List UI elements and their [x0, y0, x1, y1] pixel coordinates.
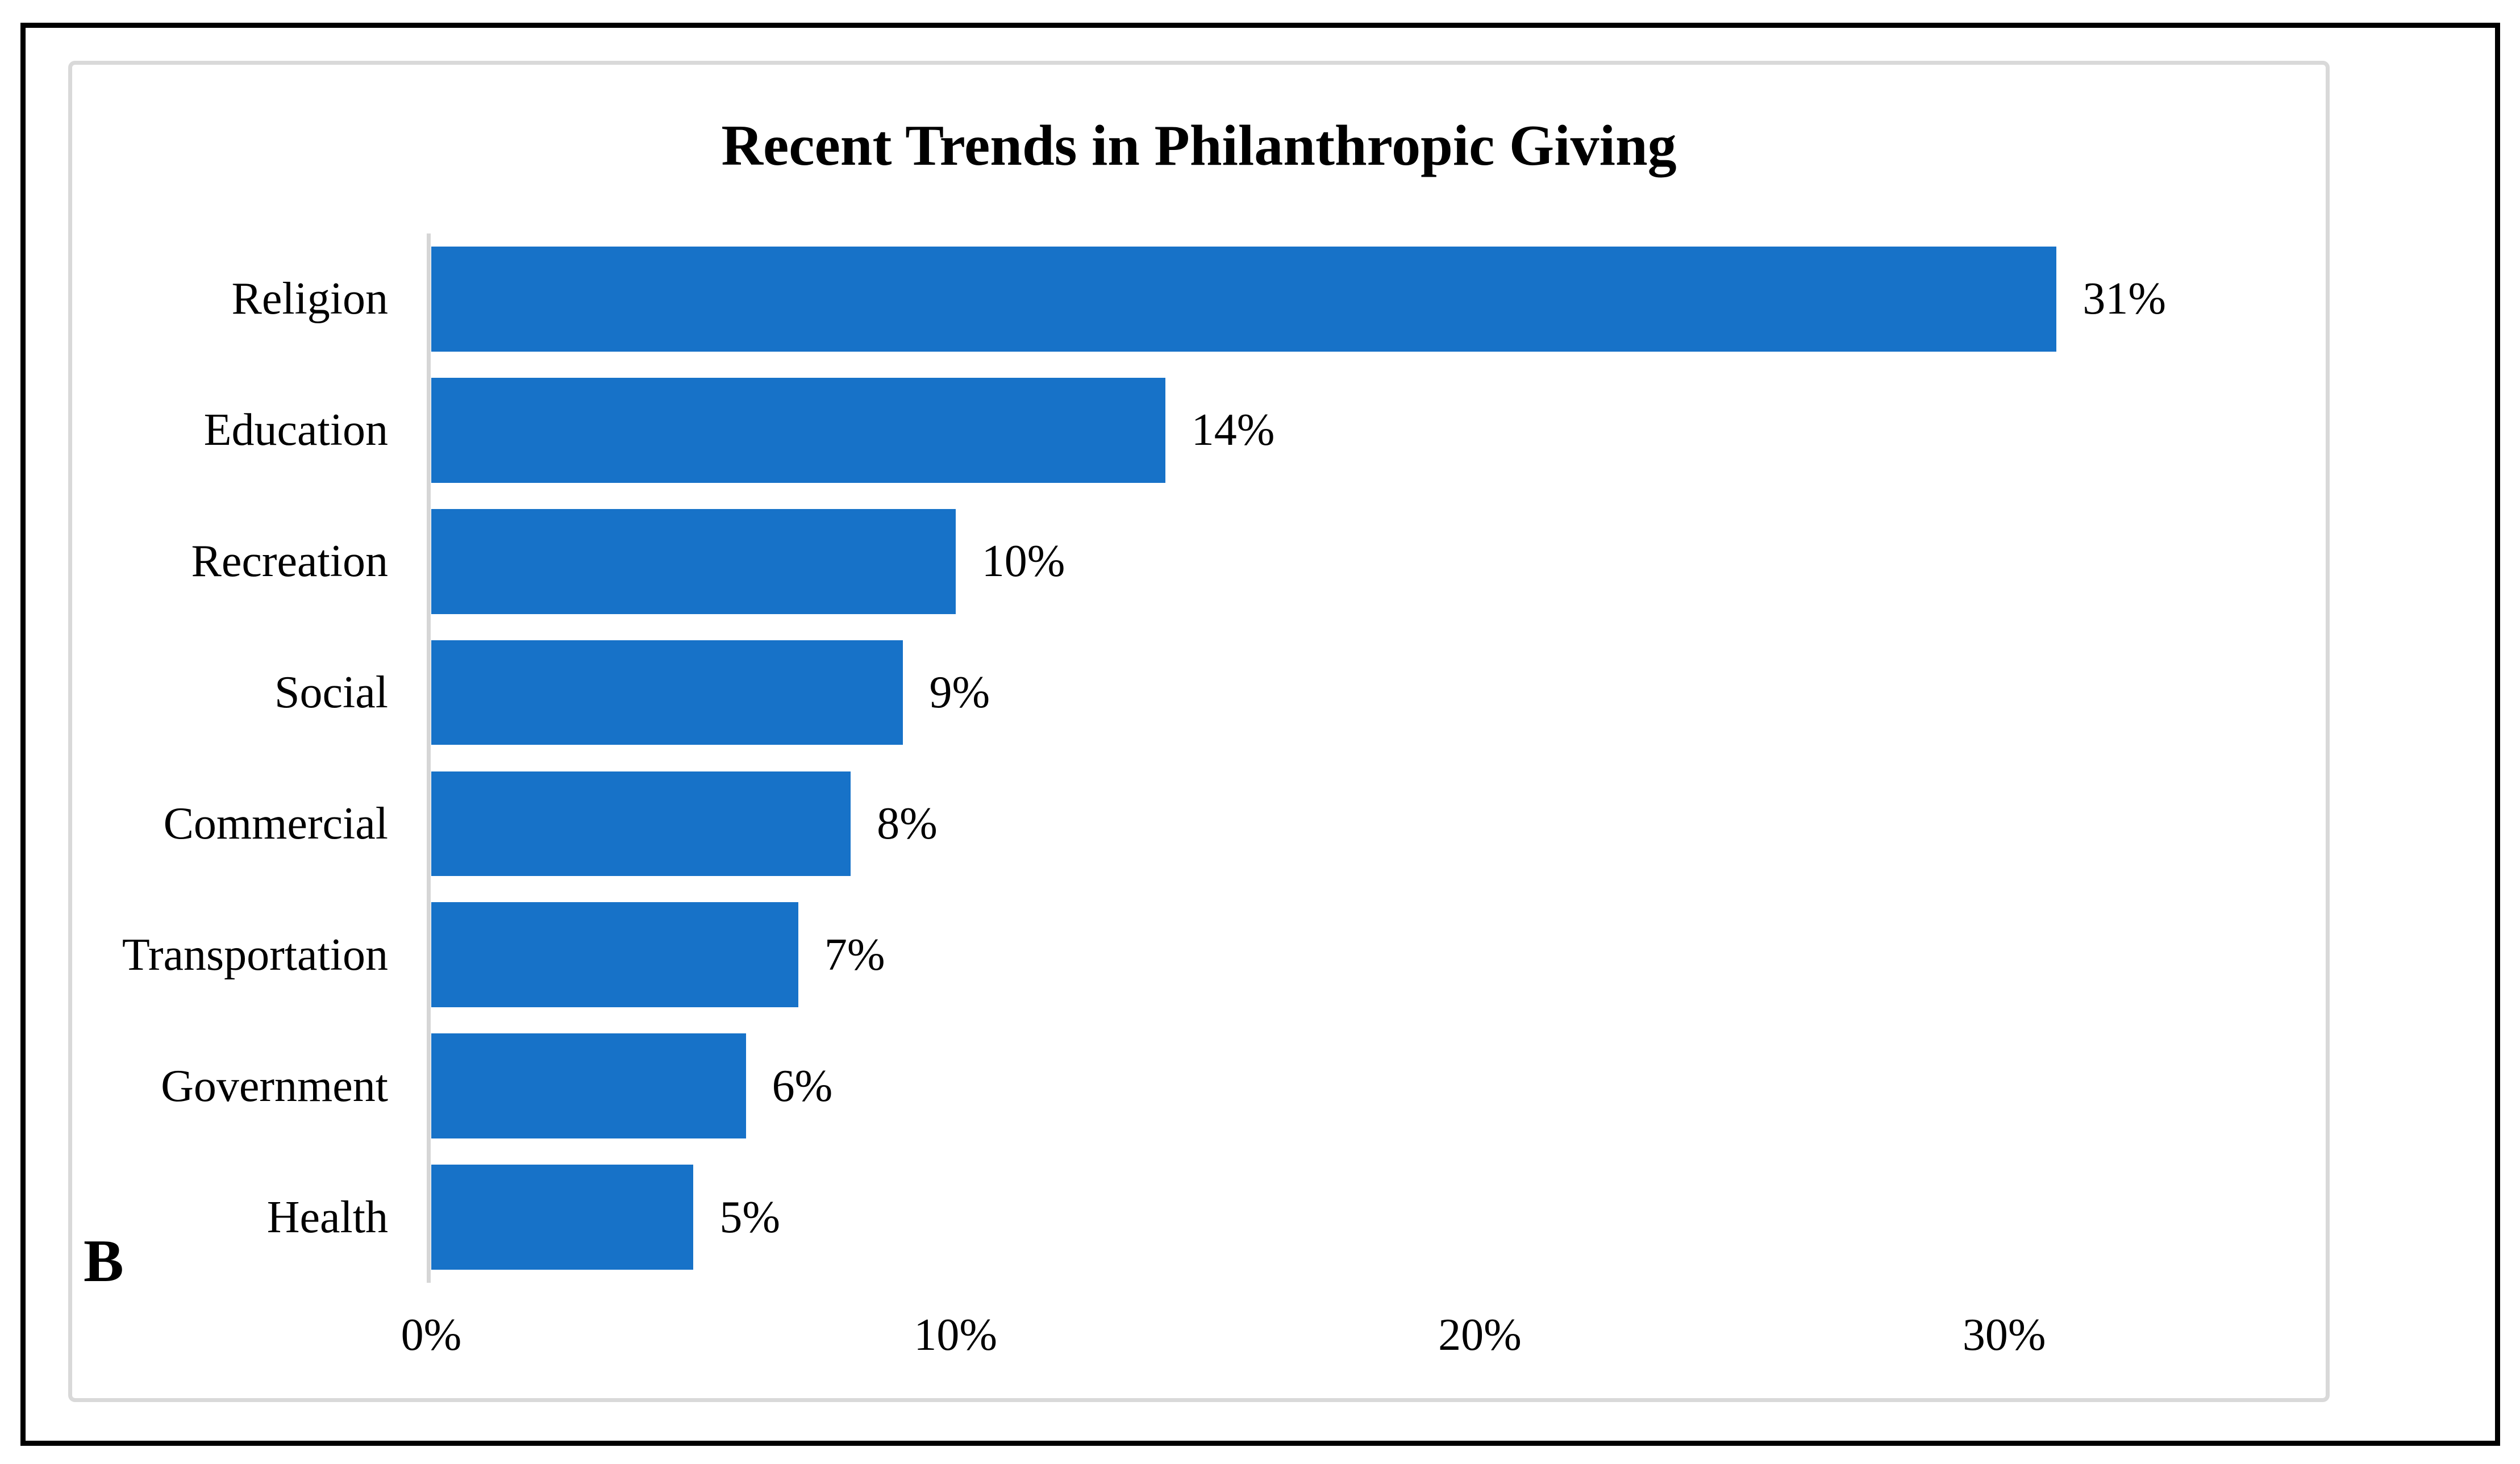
chart-title: Recent Trends in Philanthropic Giving [721, 114, 1677, 178]
bar-government [431, 1033, 746, 1139]
y-axis-line [427, 233, 431, 1283]
bar-row-religion: 31% [431, 233, 2324, 365]
panel-label-b: B [84, 1228, 124, 1294]
bar-row-education: 14% [431, 365, 2324, 496]
x-axis-tick-labels: 0% 10% 20% 30% [401, 1310, 2324, 1375]
bar-commercial [431, 771, 851, 877]
category-axis-labels: Religion Education Recreation Social Commerc… [72, 233, 388, 1283]
bar-religion [431, 247, 2057, 352]
bar-row-transportation: 7% [431, 889, 2324, 1020]
x-tick-0-: 0% [401, 1310, 462, 1360]
category-label-health: Health [266, 1192, 388, 1242]
bar-row-government: 6% [431, 1020, 2324, 1152]
figure-outer-border [20, 23, 2500, 1446]
plot-area: 31% 14% 10% 9% 8% 7% 6% 5% 0% 10% 20% 30% [401, 233, 2324, 1358]
value-label-education: 14% [1191, 405, 1275, 456]
bar-row-commercial: 8% [431, 758, 2324, 890]
value-label-social: 9% [929, 668, 990, 718]
value-label-commercial: 8% [877, 798, 938, 849]
category-label-commercial: Commercial [163, 798, 388, 849]
bar-row-recreation: 10% [431, 496, 2324, 627]
bar-social [431, 640, 903, 745]
value-label-recreation: 10% [981, 536, 1065, 587]
category-label-recreation: Recreation [191, 536, 388, 587]
bar-series: 31% 14% 10% 9% 8% 7% 6% 5% [431, 233, 2324, 1283]
value-label-transportation: 7% [824, 929, 885, 980]
category-label-government: Government [161, 1061, 388, 1111]
value-label-health: 5% [719, 1192, 780, 1242]
bar-row-social: 9% [431, 627, 2324, 758]
x-tick-30-: 30% [1962, 1310, 2046, 1360]
bar-recreation [431, 508, 956, 614]
category-label-religion: Religion [231, 274, 388, 324]
value-label-government: 6% [772, 1061, 833, 1111]
value-label-religion: 31% [2082, 274, 2167, 324]
category-label-transportation: Transportation [122, 929, 388, 980]
bar-transportation [431, 902, 798, 1008]
x-tick-20-: 20% [1438, 1310, 1522, 1360]
bar-health [431, 1165, 694, 1270]
bar-row-health: 5% [431, 1152, 2324, 1283]
category-label-social: Social [274, 668, 388, 718]
x-tick-10-: 10% [914, 1310, 998, 1360]
category-label-education: Education [203, 405, 388, 456]
chart-frame: Recent Trends in Philanthropic Giving B … [68, 61, 2330, 1402]
bar-education [431, 377, 1165, 483]
